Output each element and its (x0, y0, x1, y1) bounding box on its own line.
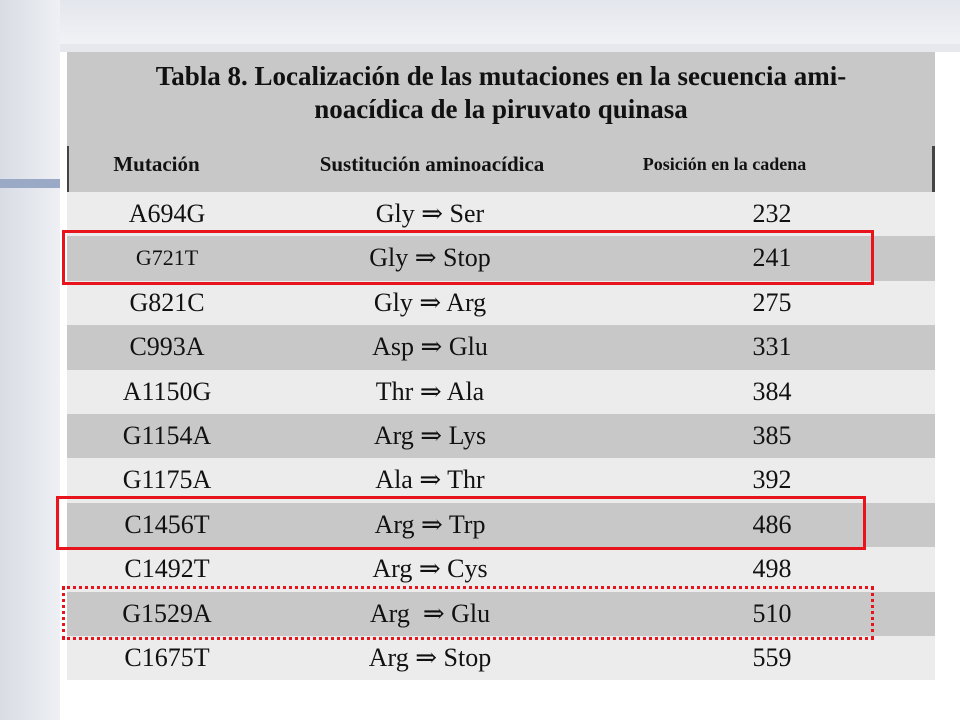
table-title-line-2: noacídica de la piruvato quinasa (314, 94, 688, 124)
cell-mutation: G821C (129, 287, 205, 317)
header-substitution: Sustitución aminoacídica (319, 152, 545, 176)
table-title-line-1: Tabla 8. Localización de las mutaciones … (155, 61, 847, 91)
cell-position: 331 (752, 332, 792, 362)
header-position: Posición en la cadena (642, 154, 807, 174)
cell-position: 498 (752, 554, 792, 584)
cell-position: 392 (752, 465, 792, 495)
cell-substitution: Gly ⇒ Arg (373, 287, 487, 317)
cell-substitution: Arg ⇒ Trp (374, 509, 486, 539)
mutation-table: Tabla 8. Localización de las mutaciones … (67, 52, 935, 687)
cell-mutation: G1529A (122, 598, 212, 628)
cell-position: 241 (752, 243, 792, 273)
table-row: G1154A Arg ⇒ Lys 385 (67, 414, 935, 459)
cell-substitution: Arg ⇒ Cys (372, 554, 488, 584)
table-row: G1529A Arg ⇒ Glu 510 (67, 591, 935, 636)
cell-substitution: Arg ⇒ Lys (373, 421, 487, 450)
highlight-box-c1456t (56, 496, 866, 550)
cell-mutation: C1675T (124, 643, 210, 672)
slide-top-band (0, 0, 960, 52)
cell-substitution: Ala ⇒ Thr (375, 465, 485, 495)
slide-top-strip (60, 44, 960, 52)
table-row: A1150G Thr ⇒ Ala 384 (67, 369, 935, 414)
cell-position: 385 (752, 421, 792, 450)
cell-position: 384 (752, 376, 792, 406)
cell-position: 486 (752, 509, 792, 539)
cell-mutation: A694G (128, 199, 206, 228)
cell-mutation: A1150G (122, 376, 212, 406)
cell-mutation: G1154A (122, 421, 212, 450)
cell-substitution: Gly ⇒ Stop (369, 243, 491, 273)
cell-position: 510 (752, 598, 792, 628)
cell-mutation: C1492T (124, 554, 210, 584)
slide-left-band (0, 0, 60, 720)
table-header-row: Mutación Sustitución aminoacídica Posici… (67, 146, 935, 192)
cell-mutation: G1175A (122, 465, 212, 495)
cell-mutation: C993A (129, 332, 205, 362)
table-row: C1456T Arg ⇒ Trp 486 (67, 502, 935, 548)
cell-substitution: Asp ⇒ Glu (372, 332, 488, 362)
cell-position: 275 (752, 287, 792, 317)
table-row: C993A Asp ⇒ Glu 331 (67, 325, 935, 370)
table-row: G721T Gly ⇒ Stop 241 (67, 236, 935, 281)
cell-substitution: Arg ⇒ Stop (368, 643, 492, 672)
header-mutation: Mutación (113, 152, 200, 176)
cell-substitution: Thr ⇒ Ala (375, 376, 485, 406)
cell-substitution: Gly ⇒ Ser (375, 199, 485, 228)
highlight-box-g721t (62, 230, 874, 285)
table-row: C1492T Arg ⇒ Cys 498 (67, 547, 935, 592)
table-row: G1175A Ala ⇒ Thr 392 (67, 458, 935, 503)
cell-mutation: G721T (135, 245, 199, 271)
cell-position: 559 (752, 643, 792, 672)
cell-mutation: C1456T (124, 509, 210, 539)
slide-accent-line (0, 179, 70, 188)
cell-position: 232 (752, 199, 792, 228)
cell-substitution: Arg ⇒ Glu (369, 598, 491, 628)
highlight-box-g1529a-dotted (62, 586, 874, 640)
table-title: Tabla 8. Localización de las mutaciones … (67, 52, 935, 146)
table-row: C1675T Arg ⇒ Stop 559 (67, 636, 935, 681)
table-row: A694G Gly ⇒ Ser 232 (67, 192, 935, 237)
table-row: G821C Gly ⇒ Arg 275 (67, 280, 935, 326)
